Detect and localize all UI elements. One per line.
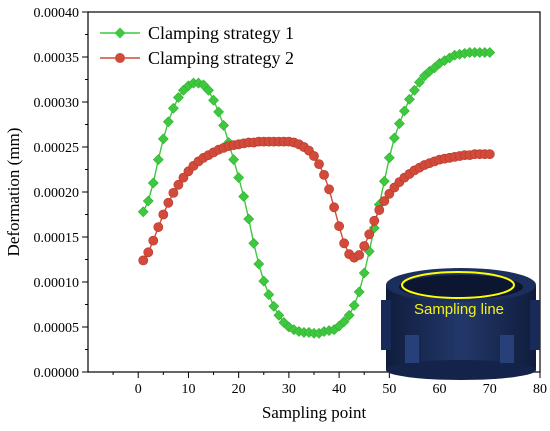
x-tick-label: 20 [232, 382, 246, 397]
data-point [414, 76, 425, 88]
data-point [379, 196, 390, 206]
y-tick-label: 0.00005 [34, 321, 80, 336]
data-point [383, 152, 395, 164]
data-point [309, 151, 319, 161]
y-tick-label: 0.00000 [34, 366, 80, 381]
y-tick-label: 0.00040 [34, 6, 80, 21]
data-point [329, 202, 339, 213]
data-point [172, 92, 184, 103]
data-point [253, 258, 265, 270]
data-point [369, 215, 380, 226]
series-2 [138, 136, 495, 266]
x-tick-label: 40 [332, 382, 346, 397]
data-point [218, 119, 230, 131]
legend-circle-marker [115, 53, 125, 63]
data-point [138, 255, 149, 266]
data-point [273, 309, 285, 321]
data-point [378, 175, 390, 187]
legend-diamond-marker [114, 27, 126, 39]
y-tick-label: 0.00030 [34, 96, 80, 111]
data-point [348, 299, 360, 311]
data-point [168, 187, 179, 198]
data-point [324, 184, 334, 195]
data-point [358, 267, 370, 279]
data-point [248, 237, 260, 249]
data-point [203, 84, 214, 96]
data-point [167, 102, 179, 114]
data-point [354, 250, 365, 260]
x-tick-label: 70 [483, 382, 497, 397]
data-point [393, 118, 405, 130]
data-point [162, 116, 174, 128]
legend-label-strategy-2: Clamping strategy 2 [148, 48, 294, 68]
x-tick-label: 30 [282, 382, 296, 397]
y-axis: 0.00000 0.00005 0.00010 0.00015 0.00020 0.000… [34, 6, 88, 381]
x-axis-title: Sampling point [262, 403, 367, 422]
data-point [283, 321, 295, 333]
data-point [409, 84, 420, 96]
legend: Clamping strategy 1 Clamping strategy 2 [100, 23, 294, 68]
data-point [152, 154, 164, 166]
data-point [388, 132, 400, 144]
inset-sampling-line-label: Sampling line [414, 301, 504, 318]
data-point [338, 316, 350, 328]
sampling-line-ring [401, 271, 515, 299]
data-point [314, 159, 324, 169]
data-point [163, 197, 174, 208]
data-point [263, 289, 275, 301]
data-point [343, 309, 355, 321]
inset-part-image: Sampling line [381, 268, 540, 380]
x-tick-label: 60 [433, 382, 447, 397]
data-point [339, 238, 350, 249]
data-point [334, 221, 345, 232]
data-point [374, 205, 385, 215]
data-point [233, 172, 245, 184]
y-tick-label: 0.00025 [34, 141, 80, 156]
data-point [213, 106, 225, 118]
x-tick-label: 80 [533, 382, 547, 397]
data-point [238, 191, 250, 202]
data-point [157, 133, 169, 145]
data-point [484, 47, 496, 58]
y-tick-label: 0.00010 [34, 276, 80, 291]
data-point [228, 154, 240, 166]
series-layer [137, 47, 496, 339]
x-tick-label: 50 [382, 382, 396, 397]
data-point [359, 241, 370, 251]
data-point [243, 213, 255, 225]
data-point [258, 275, 270, 287]
data-point [158, 209, 169, 220]
data-point [364, 229, 375, 240]
data-point [208, 94, 219, 106]
data-point [143, 247, 154, 258]
data-point [147, 177, 159, 189]
data-point [403, 93, 415, 105]
legend-label-strategy-1: Clamping strategy 1 [148, 23, 294, 43]
x-tick-label: 0 [135, 382, 142, 397]
data-point [173, 179, 184, 190]
y-tick-label: 0.00015 [34, 231, 80, 246]
y-tick-label: 0.00020 [34, 186, 80, 201]
y-tick-label: 0.00035 [34, 51, 80, 66]
x-tick-label: 10 [181, 382, 195, 397]
data-point [148, 235, 159, 246]
data-point [319, 169, 329, 180]
data-point [484, 149, 495, 160]
legend-item-strategy-1: Clamping strategy 1 [100, 23, 294, 43]
y-axis-title: Deformation (mm) [4, 128, 23, 257]
data-point [353, 286, 365, 298]
data-point [268, 300, 280, 312]
data-point [142, 195, 154, 207]
legend-item-strategy-2: Clamping strategy 2 [100, 48, 294, 68]
data-point [278, 317, 290, 328]
data-point [398, 105, 410, 117]
data-point [153, 222, 164, 232]
data-point [137, 206, 149, 218]
